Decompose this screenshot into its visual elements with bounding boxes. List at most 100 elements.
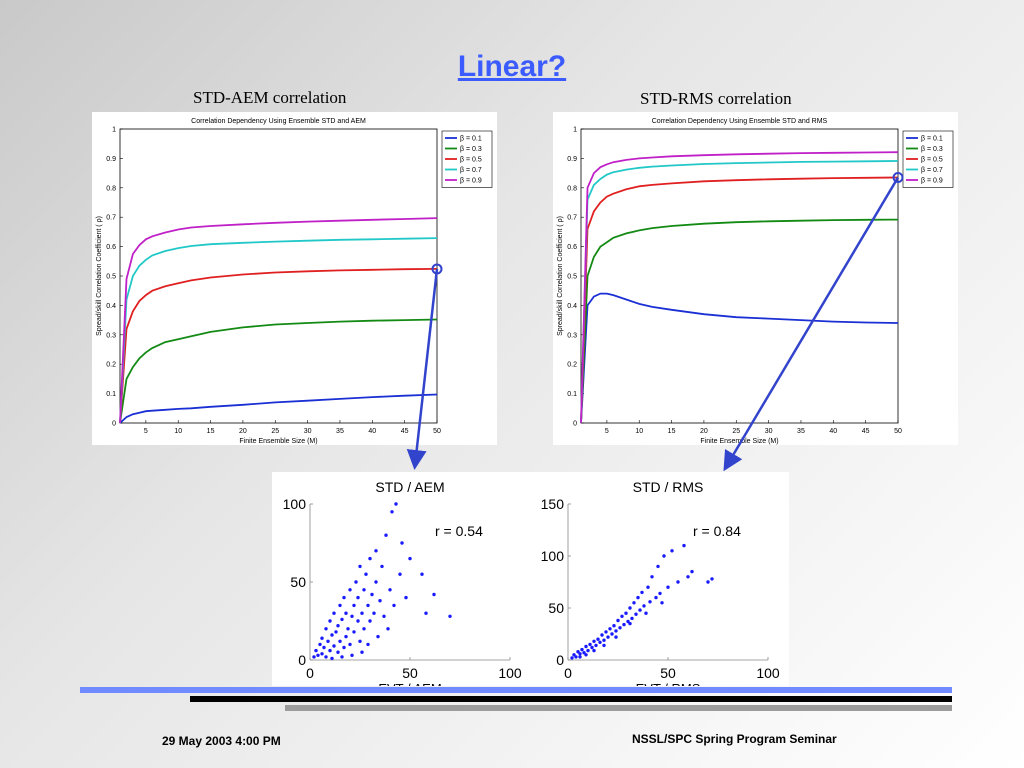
x-tick-label: 15	[207, 428, 215, 435]
plot-frame	[119, 128, 438, 424]
scatter-point	[332, 644, 336, 648]
y-tick-label: 0.6	[567, 244, 577, 251]
scatter-point	[676, 580, 680, 584]
scatter-point	[614, 635, 618, 639]
scatter-point	[346, 627, 350, 631]
scatter-point	[622, 622, 626, 627]
scatter-point	[322, 645, 326, 650]
scatter-point	[328, 619, 332, 623]
scatter-point	[630, 616, 634, 621]
scatter-point	[602, 638, 606, 642]
legend-label: β = 0.7	[460, 167, 482, 174]
scatter-point	[330, 656, 334, 661]
legend-label: β = 0.3	[460, 146, 482, 153]
scatter-point	[610, 632, 614, 636]
scatter-point	[324, 627, 328, 631]
scatter-point	[636, 595, 640, 600]
scatter-point	[374, 549, 378, 553]
scatter-point	[628, 606, 632, 610]
correlation-annotation: r = 0.54	[435, 523, 483, 539]
series-line-4	[580, 160, 899, 424]
legend-label: β = 0.5	[460, 157, 482, 164]
x-tick-label: 20	[239, 428, 247, 435]
scatter-point	[570, 656, 574, 660]
x-tick-label: 45	[862, 428, 870, 435]
scatter-title: STD / AEM	[375, 479, 444, 495]
y-tick-label: 0.3	[567, 332, 577, 339]
x-axis-label: EVT / AEM	[378, 681, 441, 686]
x-tick-label: 50	[402, 665, 418, 681]
scatter-point	[658, 591, 662, 596]
scatter-point	[620, 614, 624, 618]
y-tick-label: 0.2	[106, 362, 116, 369]
y-tick-label: 100	[541, 548, 565, 564]
x-tick-label: 50	[660, 665, 676, 681]
y-tick-label: 0.3	[106, 332, 116, 339]
scatter-point	[380, 564, 384, 569]
scatter-point	[382, 614, 386, 618]
scatter-point	[632, 601, 636, 605]
scatter-point	[320, 652, 324, 656]
scatter-point	[690, 569, 694, 574]
scatter-point	[686, 575, 690, 579]
x-tick-label: 5	[144, 428, 148, 435]
rms-correlation-chart: Correlation Dependency Using Ensemble ST…	[557, 118, 954, 445]
y-tick-label: 0	[556, 652, 564, 668]
y-tick-label: 1	[112, 127, 116, 134]
scatter-point	[352, 630, 356, 634]
scatter-point	[320, 636, 324, 640]
series-line-2	[119, 318, 438, 424]
series-line-5	[580, 151, 899, 424]
x-tick-label: 30	[304, 428, 312, 435]
correlation-annotation: r = 0.84	[693, 523, 741, 539]
y-tick-label: 1	[573, 127, 577, 134]
scatter-point	[336, 650, 340, 654]
scatter-point	[332, 611, 336, 615]
scatter-point	[592, 648, 596, 653]
y-tick-label: 0.8	[106, 185, 116, 192]
y-tick-label: 0.1	[567, 391, 577, 398]
scatter-point	[660, 601, 664, 605]
scatter-point	[330, 633, 334, 637]
x-tick-label: 100	[498, 665, 522, 681]
legend-label: β = 0.1	[460, 136, 482, 143]
scatter-point	[600, 633, 604, 637]
std-aem-scatter: STD / AEM 0 50 100 0 50 100 EVT / AEM r = 0.54	[283, 479, 522, 686]
scatter-point	[588, 642, 592, 647]
scatter-point	[312, 655, 316, 659]
accent-bar-black	[190, 696, 952, 702]
scatter-point	[638, 608, 642, 612]
y-tick-label: 0.1	[106, 391, 116, 398]
aem-correlation-chart: Correlation Dependency Using Ensemble ST…	[96, 118, 493, 445]
scatter-point	[432, 592, 436, 597]
x-tick-label: 5	[605, 428, 609, 435]
scatter-point	[398, 572, 402, 576]
series-line-4	[119, 237, 438, 424]
scatter-point	[706, 580, 710, 584]
y-tick-label: 0.7	[106, 215, 116, 222]
scatter-point	[424, 611, 428, 615]
scatter-point	[340, 655, 344, 659]
x-tick-label: 45	[401, 428, 409, 435]
legend-label: β = 0.7	[921, 167, 943, 174]
x-tick-label: 50	[433, 428, 441, 435]
scatter-point	[590, 645, 594, 650]
connector-arrow	[406, 268, 439, 470]
x-tick-label: 30	[765, 428, 773, 435]
scatter-point	[362, 588, 366, 592]
scatter-point	[408, 556, 412, 561]
scatter-point	[596, 637, 600, 641]
scatter-point	[324, 655, 328, 659]
scatter-point	[350, 614, 354, 618]
x-tick-label: 100	[756, 665, 780, 681]
scatter-point	[364, 572, 368, 576]
scatter-point	[378, 599, 382, 603]
scatter-point	[352, 603, 356, 608]
slide-title: Linear?	[457, 50, 567, 83]
scatter-point	[354, 580, 358, 584]
scatter-point	[372, 611, 376, 615]
scatter-point	[614, 629, 618, 633]
scatter-point	[388, 588, 392, 592]
y-tick-label: 50	[548, 600, 564, 616]
y-tick-label: 0.9	[567, 156, 577, 163]
